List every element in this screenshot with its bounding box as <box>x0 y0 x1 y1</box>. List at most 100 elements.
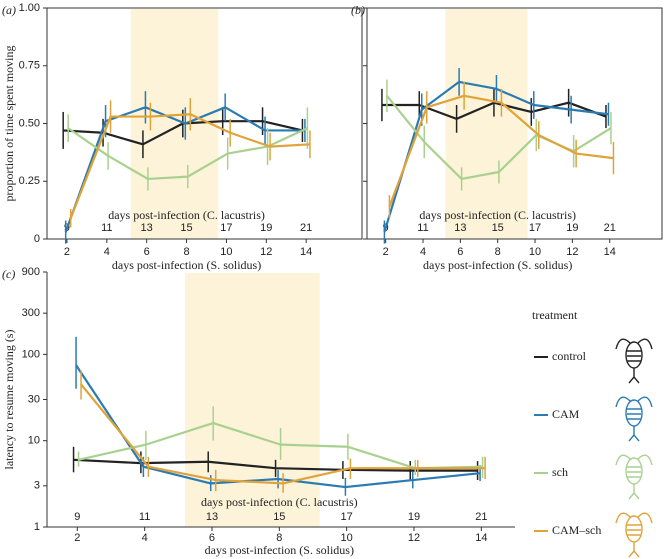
series-line <box>75 364 481 489</box>
x-tick-label: 8 <box>276 532 282 544</box>
y-tick-label: 3 <box>34 480 40 492</box>
x-tick-label: 14 <box>300 246 312 258</box>
x2-tick-label: 15 <box>273 511 285 523</box>
x-tick-label: 10 <box>220 246 232 258</box>
x2-axis-label: days post-infection (C. lacustris) <box>201 495 358 509</box>
series-line <box>64 106 305 233</box>
x-axis-label: days post-infection (S. solidus) <box>423 258 572 272</box>
x2-tick-label: 13 <box>454 222 466 234</box>
x2-tick-label: 21 <box>300 222 312 234</box>
x-tick-label: 2 <box>74 532 80 544</box>
panel-label: (a) <box>2 3 16 17</box>
x2-tick-label: 17 <box>529 222 541 234</box>
x-tick-label: 2 <box>383 246 389 258</box>
x-axis-label: days post-infection (S. solidus) <box>112 258 261 272</box>
x-tick-label: 6 <box>457 246 463 258</box>
y-tick-label: 0.50 <box>19 117 40 129</box>
y-tick-label: 300 <box>22 307 40 319</box>
legend-label: sch <box>552 465 568 479</box>
legend-label: CAM <box>552 407 580 421</box>
icon-body <box>625 399 643 427</box>
y-tick-label: 30 <box>28 393 40 405</box>
x2-tick-label: 15 <box>492 222 504 234</box>
y-tick-label: 1.00 <box>19 2 40 14</box>
y-tick-label: 1 <box>34 521 40 533</box>
x2-tick-label: 19 <box>566 222 578 234</box>
icon-stripes <box>627 350 641 362</box>
x-axis-label: days post-infection (S. solidus) <box>205 543 354 557</box>
copepod-icon <box>615 454 653 500</box>
y-tick-label: 100 <box>22 348 40 360</box>
icon-stripes <box>627 408 641 420</box>
x-tick-label: 4 <box>104 246 110 258</box>
x2-axis-label: days post-infection (C. lacustris) <box>419 208 576 222</box>
legend-label: control <box>552 349 587 363</box>
series-line <box>388 94 614 208</box>
shaded-period <box>185 273 320 527</box>
x2-tick-label: 11 <box>417 222 428 234</box>
series-line <box>69 113 310 219</box>
y-tick-label: 0.25 <box>19 175 40 187</box>
y-axis-label: latency to resume moving (s) <box>2 330 16 470</box>
x-tick-label: 8 <box>495 246 501 258</box>
x-tick-label: 10 <box>529 246 541 258</box>
x-tick-label: 4 <box>420 246 426 258</box>
x2-tick-label: 19 <box>260 222 272 234</box>
x-tick-label: 6 <box>144 246 150 258</box>
x-tick-label: 10 <box>341 532 353 544</box>
icon-antennae <box>615 338 653 350</box>
series-line <box>80 383 486 485</box>
x-tick-label: 14 <box>604 246 616 258</box>
series-line <box>381 101 607 120</box>
x2-tick-label: 13 <box>141 222 153 234</box>
icon-tail <box>628 368 640 384</box>
x-tick-label: 14 <box>475 532 487 544</box>
legend-title: treatment <box>532 308 578 322</box>
x2-tick-label: 19 <box>408 511 420 523</box>
x-tick-label: 8 <box>183 246 189 258</box>
copepod-icon <box>615 396 653 442</box>
x2-tick-label: 13 <box>206 511 218 523</box>
icon-antennae <box>615 454 653 466</box>
copepod-icon <box>615 512 653 558</box>
x2-tick-label: 11 <box>139 511 150 523</box>
x2-tick-label: 17 <box>220 222 232 234</box>
icon-body <box>625 341 643 369</box>
x2-axis-label: days post-infection (C. lacustris) <box>108 208 265 222</box>
x-tick-label: 12 <box>408 532 420 544</box>
panel-label: (c) <box>2 267 15 281</box>
x2-tick-label: 9 <box>74 511 80 523</box>
x-tick-label: 2 <box>64 246 70 258</box>
legend-label: CAM–sch <box>552 523 601 537</box>
icon-tail <box>628 484 640 500</box>
x2-tick-label: 21 <box>604 222 616 234</box>
shaded-period <box>130 9 219 239</box>
copepod-icon <box>615 338 653 384</box>
y-tick-label: 900 <box>22 266 40 278</box>
series-line <box>383 80 609 233</box>
icon-tail <box>628 542 640 558</box>
x-tick-label: 4 <box>142 532 148 544</box>
y-tick-label: 0.75 <box>19 60 40 72</box>
icon-tail <box>628 426 640 442</box>
icon-body <box>625 457 643 485</box>
panel-label: (b) <box>351 3 365 17</box>
y-axis-label: proportion of time spent moving <box>2 46 16 202</box>
x-tick-label: 12 <box>566 246 578 258</box>
y-tick-label: 0 <box>34 233 40 245</box>
icon-body <box>625 515 643 543</box>
x2-tick-label: 21 <box>475 511 487 523</box>
x2-tick-label: 11 <box>101 222 112 234</box>
y-tick-label: 10 <box>28 435 40 447</box>
x2-tick-label: 17 <box>341 511 353 523</box>
x2-tick-label: 15 <box>180 222 192 234</box>
icon-stripes <box>627 524 641 536</box>
shaded-period <box>445 9 528 239</box>
icon-stripes <box>627 466 641 478</box>
x-tick-label: 6 <box>209 532 215 544</box>
x-tick-label: 12 <box>260 246 272 258</box>
icon-antennae <box>615 396 653 408</box>
icon-antennae <box>615 512 653 524</box>
